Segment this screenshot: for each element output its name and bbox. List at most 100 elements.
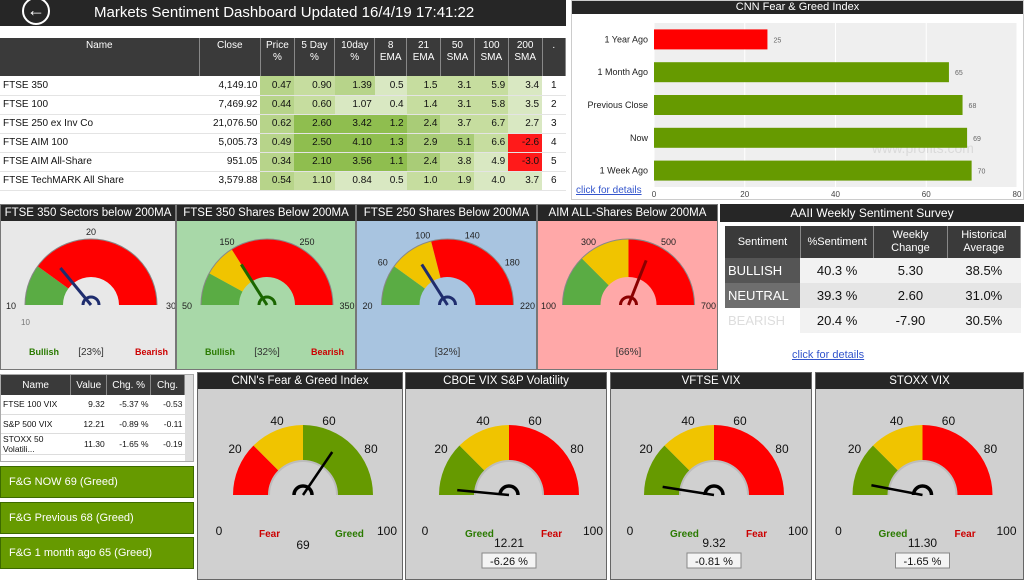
gauge-segment	[209, 249, 252, 292]
vix-col-header[interactable]: Name	[1, 375, 72, 395]
market-cell-idx: 6	[542, 171, 566, 191]
bar-data-label: 70	[978, 169, 986, 176]
table-row[interactable]: FTSE 100 VIX 9.32 -5.37 % -0.53	[1, 395, 185, 415]
aaii-details-link[interactable]: click for details	[792, 349, 865, 361]
table-row[interactable]: FTSE 250 ex Inv Co 21,076.50 0.62 2.60 3.42 1…	[0, 114, 566, 134]
gauge-title: AIM ALL-Shares Below 200MA	[538, 205, 717, 221]
gauge-tick-label: 100	[541, 301, 556, 311]
market-cell-sma100: 4.9	[474, 152, 509, 172]
aaii-cell-s: NEUTRAL	[725, 283, 801, 308]
gauge-segment	[852, 445, 899, 495]
y-tick-label: 1 Month Ago	[597, 67, 648, 77]
market-cell-d5: 0.60	[294, 95, 335, 115]
bar-data-label: 69	[973, 136, 981, 143]
market-col-header[interactable]: 50 SMA	[440, 38, 475, 76]
market-cell-d5: 1.10	[294, 171, 335, 191]
table-row[interactable]: FTSE AIM 100 5,005.73 0.49 2.50 4.10 1.3 2.9 5.…	[0, 133, 566, 153]
market-table-panel: Name Close Price % 5 Day % 10day % 8 EMA 21 EM…	[0, 38, 566, 200]
market-col-header[interactable]: Price %	[260, 38, 295, 76]
market-col-header[interactable]: 8 EMA	[374, 38, 408, 76]
bearish-label: Bearish	[135, 347, 168, 357]
gauge-tick-label: 0	[835, 524, 842, 538]
aaii-panel: AAII Weekly Sentiment Survey Sentiment %S…	[720, 204, 1024, 370]
aaii-cell-h: 38.5%	[947, 258, 1021, 283]
gauge-tick-label: 500	[661, 237, 676, 247]
aaii-col-header[interactable]: %Sentiment	[800, 226, 875, 258]
gauge-tick-label: 80	[570, 442, 584, 456]
x-tick-label: 80	[1013, 190, 1022, 199]
bar[interactable]	[654, 29, 768, 50]
aaii-cell-h: 31.0%	[947, 283, 1021, 308]
aaii-cell-w: 5.30	[873, 258, 948, 283]
market-col-header[interactable]: 5 Day %	[294, 38, 336, 76]
gauge-value: 69	[296, 538, 310, 552]
page-title: Markets Sentiment Dashboard Updated 16/4…	[94, 4, 475, 21]
gauge-segment	[628, 239, 695, 305]
bar[interactable]	[654, 95, 963, 115]
gauge-title: CNN's Fear & Greed Index	[198, 373, 402, 389]
cnn-bar-title: CNN Fear & Greed Index	[572, 1, 1023, 14]
vix-table: Name Value Chg. % Chg. FTSE 100 VIX 9.32 -5.3…	[1, 375, 185, 455]
gauge-tick-label: 20	[86, 227, 96, 237]
market-cell-ema8: 0.5	[374, 171, 407, 191]
vix-col-header[interactable]: Chg. %	[106, 375, 152, 395]
vix-cell-p: -5.37 %	[106, 395, 151, 415]
x-tick-label: 0	[652, 190, 657, 199]
market-cell-close: 4,149.10	[199, 76, 261, 96]
back-arrow-icon[interactable]: ←	[22, 0, 50, 25]
gauge-tick-label: 100	[377, 524, 397, 538]
aaii-col-header[interactable]: Sentiment	[725, 226, 801, 258]
gauge-change-value: -6.26 %	[490, 556, 528, 568]
gauge-segment	[381, 266, 425, 305]
vix-col-header[interactable]: Value	[70, 375, 108, 395]
market-col-header[interactable]: 100 SMA	[474, 38, 509, 76]
gauge-tick-label: 700	[701, 301, 716, 311]
market-col-header[interactable]: Name	[0, 38, 200, 76]
vix-scrollbar[interactable]	[185, 375, 193, 461]
gauge-hub	[257, 295, 277, 306]
gauge-segment	[714, 425, 784, 495]
market-col-header[interactable]: Close	[199, 38, 261, 76]
gauge-change-box	[895, 552, 950, 569]
vix-col-header[interactable]: Chg.	[150, 375, 185, 395]
fg-button-3[interactable]: F&G 1 month ago 65 (Greed)	[0, 537, 194, 569]
vix-cell-c: -0.53	[150, 395, 185, 415]
gauge-tick-label: 60	[733, 414, 747, 428]
gauge-outline	[381, 238, 514, 306]
gauge-hub	[498, 484, 520, 496]
table-row[interactable]: S&P 500 VIX 12.21 -0.89 % -0.11	[1, 414, 185, 434]
aaii-col-header[interactable]: Weekly Change	[873, 226, 948, 258]
table-row[interactable]: FTSE 350 4,149.10 0.47 0.90 1.39 0.5 1.5 3.1 5.9…	[0, 76, 566, 96]
market-cell-sma50: 3.1	[440, 95, 475, 115]
gauge-right-label: Fear	[541, 529, 562, 540]
fg-button-2[interactable]: F&G Previous 68 (Greed)	[0, 502, 194, 534]
gauge-value: 11.30	[908, 536, 937, 550]
gauge-segment	[431, 239, 514, 305]
fg-button-1[interactable]: F&G NOW 69 (Greed)	[0, 466, 194, 498]
table-row[interactable]: STOXX 50 Volatili... 11.30 -1.65 % -0.19	[1, 433, 185, 455]
bar[interactable]	[654, 160, 972, 181]
market-cell-idx: 4	[542, 133, 566, 153]
table-row[interactable]: FTSE 100 7,469.92 0.44 0.60 1.07 0.4 1.4 3.1 5.8…	[0, 95, 566, 115]
aaii-col-header[interactable]: Historical Average	[947, 226, 1022, 258]
gauge-segment	[459, 425, 509, 471]
vix-cell-v: 12.21	[70, 414, 107, 434]
bar[interactable]	[654, 127, 968, 148]
y-tick-label: 1 Week Ago	[600, 166, 648, 176]
gauge-tick-label: 300	[581, 237, 596, 247]
bullish-label: Bullish	[29, 347, 59, 357]
market-cell-sma100: 5.8	[474, 95, 509, 115]
market-col-header[interactable]: .	[542, 38, 566, 76]
market-cell-price: 0.34	[260, 152, 295, 172]
market-cell-d5: 2.60	[294, 114, 335, 134]
market-col-header[interactable]: 21 EMA	[406, 38, 441, 76]
gauge-title: FTSE 350 Shares Below 200MA	[177, 205, 355, 221]
cnn-details-link[interactable]: click for details	[576, 185, 642, 196]
aaii-row: NEUTRAL 39.3 % 2.60 31.0%	[725, 283, 1021, 308]
table-row[interactable]: FTSE TechMARK All Share 3,579.88 0.54 1.10 0…	[0, 171, 566, 191]
bar[interactable]	[654, 62, 949, 83]
table-row[interactable]: FTSE AIM All-Share 951.05 0.34 2.10 3.56 1.1 2…	[0, 152, 566, 172]
market-cell-d10: 3.56	[334, 152, 375, 172]
market-col-header[interactable]: 10day %	[334, 38, 376, 76]
market-col-header[interactable]: 200 SMA	[508, 38, 543, 76]
